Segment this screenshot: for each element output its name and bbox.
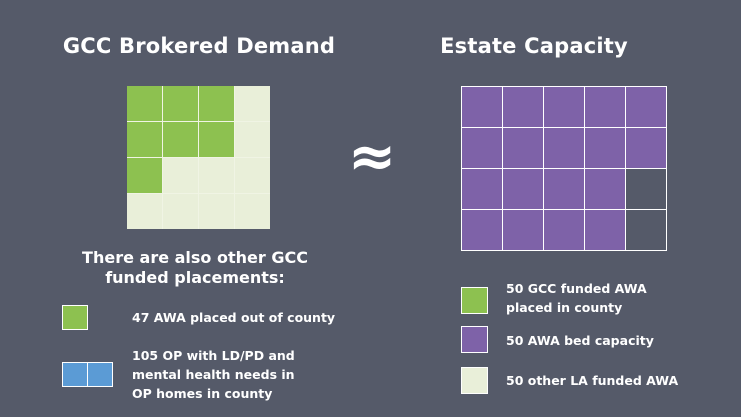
capacity-cell-empty	[626, 169, 666, 209]
demand-cell-green	[199, 86, 234, 121]
demand-cell-light	[163, 194, 198, 229]
capacity-cell-purple	[503, 169, 543, 209]
legend-label-awa-out-of-county: 47 AWA placed out of county	[132, 308, 335, 327]
capacity-cell-purple	[544, 128, 584, 168]
legend-line: 47 AWA placed out of county	[132, 310, 336, 325]
other-placements-heading: There are also other GCC funded placemen…	[60, 248, 330, 288]
demand-grid	[127, 86, 270, 229]
capacity-cell-purple	[462, 87, 502, 127]
demand-cell-light	[235, 86, 270, 121]
demand-cell-light	[235, 158, 270, 193]
green-swatch-gcc-funded-awa	[461, 287, 488, 314]
gcc-brokered-demand-title: GCC Brokered Demand	[62, 34, 336, 58]
capacity-cell-purple	[462, 169, 502, 209]
legend-line: placed in county	[506, 300, 623, 315]
legend-line: 105 OP with LD/PD and	[132, 348, 295, 363]
capacity-cell-purple	[544, 87, 584, 127]
capacity-cell-purple	[503, 128, 543, 168]
demand-cell-green	[127, 158, 162, 193]
legend-label-awa-bed-capacity: 50 AWA bed capacity	[506, 331, 654, 350]
capacity-cell-purple	[626, 87, 666, 127]
demand-cell-green	[127, 86, 162, 121]
capacity-cell-purple	[503, 87, 543, 127]
legend-label-gcc-funded-awa: 50 GCC funded AWA placed in county	[506, 279, 647, 317]
demand-cell-light	[199, 194, 234, 229]
green-swatch-awa-out-of-county	[62, 305, 88, 330]
demand-cell-light	[235, 122, 270, 157]
capacity-cell-purple	[544, 210, 584, 250]
light-green-swatch-other-la-awa	[461, 367, 488, 394]
legend-label-other-la-awa: 50 other LA funded AWA	[506, 371, 678, 390]
legend-label-op-placements: 105 OP with LD/PD and mental health need…	[132, 346, 295, 403]
legend-line: 50 GCC funded AWA	[506, 281, 647, 296]
demand-cell-light	[235, 194, 270, 229]
demand-cell-light	[199, 158, 234, 193]
purple-swatch-awa-bed-capacity	[461, 326, 488, 353]
capacity-cell-purple	[626, 128, 666, 168]
blue-swatch-op-placements	[62, 362, 113, 387]
blue-swatch-cell	[87, 363, 112, 386]
capacity-cell-purple	[462, 210, 502, 250]
capacity-cell-purple	[585, 87, 625, 127]
capacity-cell-purple	[585, 210, 625, 250]
capacity-cell-purple	[503, 210, 543, 250]
demand-cell-green	[163, 122, 198, 157]
blue-swatch-cell	[63, 363, 87, 386]
other-heading-line: There are also other GCC	[82, 248, 308, 267]
capacity-cell-purple	[544, 169, 584, 209]
demand-cell-light	[163, 158, 198, 193]
legend-line: 50 other LA funded AWA	[506, 373, 679, 388]
other-heading-line: funded placements:	[105, 268, 285, 287]
capacity-cell-purple	[585, 128, 625, 168]
legend-line: OP homes in county	[132, 386, 273, 401]
capacity-cell-purple	[462, 128, 502, 168]
legend-line: 50 AWA bed capacity	[506, 333, 654, 348]
demand-cell-green	[127, 122, 162, 157]
estate-capacity-title: Estate Capacity	[440, 34, 628, 58]
legend-line: mental health needs in	[132, 367, 295, 382]
approximately-equal-icon: ≈	[347, 122, 397, 190]
demand-cell-green	[199, 122, 234, 157]
demand-cell-light	[127, 194, 162, 229]
capacity-cell-purple	[585, 169, 625, 209]
capacity-cell-empty	[626, 210, 666, 250]
demand-cell-green	[163, 86, 198, 121]
capacity-grid	[461, 86, 667, 251]
